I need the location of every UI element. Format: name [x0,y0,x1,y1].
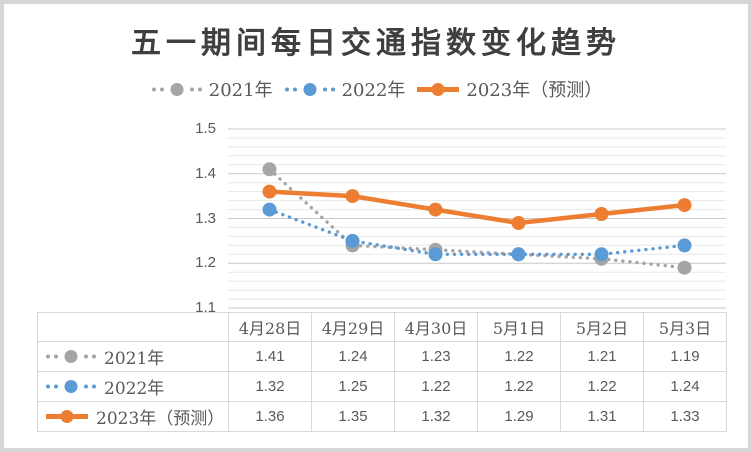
legend-key-icon-solid-line [417,82,460,96]
legend-item-1: 2022年 [283,76,406,102]
legend-label: 2023年（预测） [466,80,603,101]
table-row-label-text: 2022年 [104,379,165,399]
y-axis-tick-label: 1.2 [195,254,216,271]
table-row-label: 2023年（预测） [37,401,229,432]
table-value-cell: 1.32 [394,401,478,432]
series-line-1 [267,207,687,257]
legend-key-icon-dotted-line [46,350,96,363]
data-point-marker [677,198,692,213]
table-header-cell: 5月1日 [477,312,561,342]
data-point-marker [677,238,692,253]
table-value-cell: 1.22 [477,341,561,372]
table-value-cell: 1.31 [560,401,644,432]
y-axis-tick-label: 1.5 [195,120,216,137]
table-header-cell: 5月2日 [560,312,644,342]
table-value-cell: 1.41 [228,341,312,372]
legend-key-icon-solid-line [46,410,88,423]
series-line-2 [267,189,687,226]
y-axis-tick-label: 1.4 [195,165,216,182]
table-row-0: 2021年 1.41 1.24 1.23 1.22 1.21 1.19 [37,341,727,372]
data-point-marker [428,247,443,262]
table-header-cell: 5月3日 [643,312,727,342]
data-point-marker [345,233,360,248]
table-row-2: 2023年（预测） 1.36 1.35 1.32 1.29 1.31 1.33 [37,401,727,432]
table-value-cell: 1.22 [560,371,644,402]
table-value-cell: 1.21 [560,341,644,372]
legend-item-2: 2023年（预测） [415,76,602,102]
data-point-marker [511,216,526,230]
data-point-marker [428,202,443,217]
table-header-cell: 4月28日 [228,312,312,342]
table-value-cell: 1.33 [643,401,727,432]
table-row-label-text: 2023年（预测） [96,409,225,429]
chart-legend: 2021年 2022年 2023年（预测） [4,76,748,102]
legend-key-icon-dotted-line [284,82,335,96]
table-value-cell: 1.19 [643,341,727,372]
data-table: 4月28日 4月29日 4月30日 5月1日 5月2日 5月3日 2021年 1.41 1.24… [37,312,727,432]
chart-plot [228,128,726,309]
data-point-marker [677,260,692,275]
legend-key-icon-dotted-line [46,380,96,393]
y-axis-tick-label: 1.1 [195,299,216,316]
legend-label: 2022年 [341,80,406,101]
y-axis-tick-label: 1.3 [195,210,216,227]
table-value-cell: 1.23 [394,341,478,372]
data-point-marker [594,247,609,262]
table-value-cell: 1.24 [311,341,395,372]
data-point-marker [262,184,277,199]
legend-label: 2021年 [208,80,273,101]
table-value-cell: 1.24 [643,371,727,402]
table-value-cell: 1.35 [311,401,395,432]
table-row-label: 2022年 [37,371,229,402]
table-value-cell: 1.29 [477,401,561,432]
table-value-cell: 1.22 [477,371,561,402]
table-value-cell: 1.25 [311,371,395,402]
chart-canvas: 五一期间每日交通指数变化趋势 2021年 2022年 2023年（预测） 1.5 1.… [4,4,748,448]
table-row-1: 2022年 1.32 1.25 1.22 1.22 1.22 1.24 [37,371,727,402]
table-header-cell: 4月29日 [311,312,395,342]
chart-title: 五一期间每日交通指数变化趋势 [131,26,621,61]
table-corner-cell [37,312,229,342]
table-row-label-text: 2021年 [104,349,165,369]
legend-key-icon-dotted-line [151,82,202,96]
table-value-cell: 1.36 [228,401,312,432]
legend-item-0: 2021年 [150,76,273,102]
data-point-marker [262,162,277,177]
table-row-label: 2021年 [37,341,229,372]
table-value-cell: 1.32 [228,371,312,402]
data-point-marker [345,189,360,204]
data-point-marker [262,202,277,217]
data-point-marker [511,247,526,262]
data-point-marker [594,207,609,221]
table-value-cell: 1.22 [394,371,478,402]
table-header-row: 4月28日 4月29日 4月30日 5月1日 5月2日 5月3日 [37,312,727,342]
table-header-cell: 4月30日 [394,312,478,342]
series-line-0 [267,167,687,270]
